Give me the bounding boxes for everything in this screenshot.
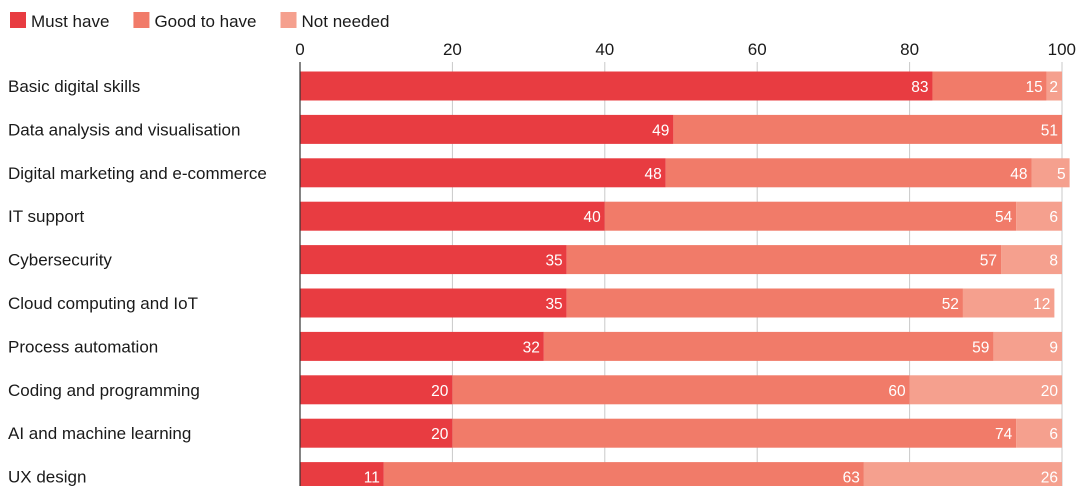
data-label-digital-marketing-and-e-commerce-good-to-have: 48 [1010, 166, 1027, 183]
data-label-basic-digital-skills-must-have: 83 [911, 79, 928, 96]
data-label-process-automation-good-to-have: 59 [972, 339, 989, 356]
data-label-coding-and-programming-must-have: 20 [431, 383, 449, 400]
bar-it-support-good-to-have [604, 201, 1017, 231]
bar-data-analysis-and-visualisation-must-have [300, 114, 674, 144]
bar-it-support-must-have [300, 201, 605, 231]
data-label-digital-marketing-and-e-commerce-must-have: 48 [645, 166, 662, 183]
data-label-cybersecurity-must-have: 35 [545, 253, 562, 270]
bar-cloud-computing-and-iot-must-have [300, 288, 567, 318]
x-tick-label-60: 60 [748, 40, 767, 59]
bar-cybersecurity-must-have [300, 245, 567, 275]
category-label-cloud-computing-and-iot: Cloud computing and IoT [8, 294, 198, 313]
bar-process-automation-not-needed [993, 331, 1062, 361]
bar-digital-marketing-and-e-commerce-must-have [300, 158, 666, 188]
category-label-coding-and-programming: Coding and programming [8, 381, 200, 400]
bar-cloud-computing-and-iot-not-needed [962, 288, 1055, 318]
bar-ai-and-machine-learning-not-needed [1016, 418, 1062, 448]
bar-cloud-computing-and-iot-good-to-have [566, 288, 963, 318]
category-label-cybersecurity: Cybersecurity [8, 251, 112, 270]
data-label-it-support-good-to-have: 54 [995, 209, 1013, 226]
legend: Must have Good to have Not needed [10, 12, 389, 31]
bar-ai-and-machine-learning-must-have [300, 418, 453, 448]
data-label-cybersecurity-not-needed: 8 [1049, 253, 1058, 270]
legend-label-must-have: Must have [31, 12, 109, 31]
category-label-basic-digital-skills: Basic digital skills [8, 77, 140, 96]
bar-process-automation-good-to-have [543, 331, 994, 361]
bar-it-support-not-needed [1016, 201, 1062, 231]
legend-swatch-not-needed [280, 12, 297, 28]
data-label-cloud-computing-and-iot-good-to-have: 52 [942, 296, 959, 313]
data-label-ux-design-not-needed: 26 [1041, 470, 1058, 486]
bar-ux-design-must-have [300, 462, 384, 486]
data-label-cloud-computing-and-iot-not-needed: 12 [1033, 296, 1050, 313]
bar-cybersecurity-good-to-have [566, 245, 1002, 275]
legend-label-good-to-have: Good to have [154, 12, 256, 31]
data-label-data-analysis-and-visualisation-must-have: 49 [652, 122, 669, 139]
x-axis-ticks: 0 20 40 60 80 100 [295, 40, 1076, 59]
legend-swatch-good-to-have [133, 12, 150, 28]
x-tick-label-100: 100 [1048, 40, 1076, 59]
data-label-ux-design-good-to-have: 63 [843, 470, 860, 486]
bar-coding-and-programming-good-to-have [452, 375, 910, 405]
bar-cybersecurity-not-needed [1001, 245, 1062, 275]
legend-label-not-needed: Not needed [302, 12, 390, 31]
x-tick-label-80: 80 [900, 40, 919, 59]
bar-ux-design-not-needed [863, 462, 1062, 486]
bar-process-automation-must-have [300, 331, 544, 361]
legend-swatch-must-have [10, 12, 26, 28]
category-label-process-automation: Process automation [8, 337, 158, 356]
data-label-ux-design-must-have: 11 [364, 470, 380, 486]
data-label-ai-and-machine-learning-must-have: 20 [431, 426, 449, 443]
data-label-ai-and-machine-learning-not-needed: 6 [1049, 426, 1058, 443]
data-label-digital-marketing-and-e-commerce-not-needed: 5 [1057, 166, 1066, 183]
data-label-basic-digital-skills-not-needed: 2 [1049, 79, 1058, 96]
x-tick-label-40: 40 [595, 40, 614, 59]
data-label-coding-and-programming-good-to-have: 60 [888, 383, 906, 400]
data-label-it-support-must-have: 40 [584, 209, 602, 226]
data-label-process-automation-must-have: 32 [523, 339, 540, 356]
category-label-ai-and-machine-learning: AI and machine learning [8, 424, 191, 443]
bar-basic-digital-skills-must-have [300, 71, 933, 101]
bar-coding-and-programming-must-have [300, 375, 453, 405]
data-label-cybersecurity-good-to-have: 57 [980, 253, 997, 270]
data-label-it-support-not-needed: 6 [1049, 209, 1058, 226]
bar-digital-marketing-and-e-commerce-good-to-have [665, 158, 1032, 188]
category-label-ux-design: UX design [8, 468, 86, 486]
x-tick-label-20: 20 [443, 40, 462, 59]
bar-ux-design-good-to-have [383, 462, 864, 486]
data-label-data-analysis-and-visualisation-good-to-have: 51 [1041, 122, 1058, 139]
data-label-ai-and-machine-learning-good-to-have: 74 [995, 426, 1013, 443]
bar-data-analysis-and-visualisation-good-to-have [673, 114, 1062, 144]
bar-basic-digital-skills-good-to-have [932, 71, 1047, 101]
bars: 83 15 2 49 51 48 48 5 40 54 6 35 57 8 35 52 12 32 59 9 20 60 2… [300, 71, 1070, 486]
category-label-it-support: IT support [8, 207, 85, 226]
data-label-coding-and-programming-not-needed: 20 [1041, 383, 1059, 400]
data-label-cloud-computing-and-iot-must-have: 35 [545, 296, 562, 313]
category-label-digital-marketing-and-e-commerce: Digital marketing and e-commerce [8, 164, 267, 183]
data-label-basic-digital-skills-good-to-have: 15 [1026, 79, 1043, 96]
x-tick-label-0: 0 [295, 40, 304, 59]
bar-digital-marketing-and-e-commerce-not-needed [1031, 158, 1070, 188]
category-labels: Basic digital skills Data analysis and vi… [8, 77, 267, 486]
category-label-data-analysis-and-visualisation: Data analysis and visualisation [8, 120, 240, 139]
bar-basic-digital-skills-not-needed [1046, 71, 1062, 101]
bar-coding-and-programming-not-needed [909, 375, 1062, 405]
bar-ai-and-machine-learning-good-to-have [452, 418, 1017, 448]
data-label-process-automation-not-needed: 9 [1049, 339, 1058, 356]
